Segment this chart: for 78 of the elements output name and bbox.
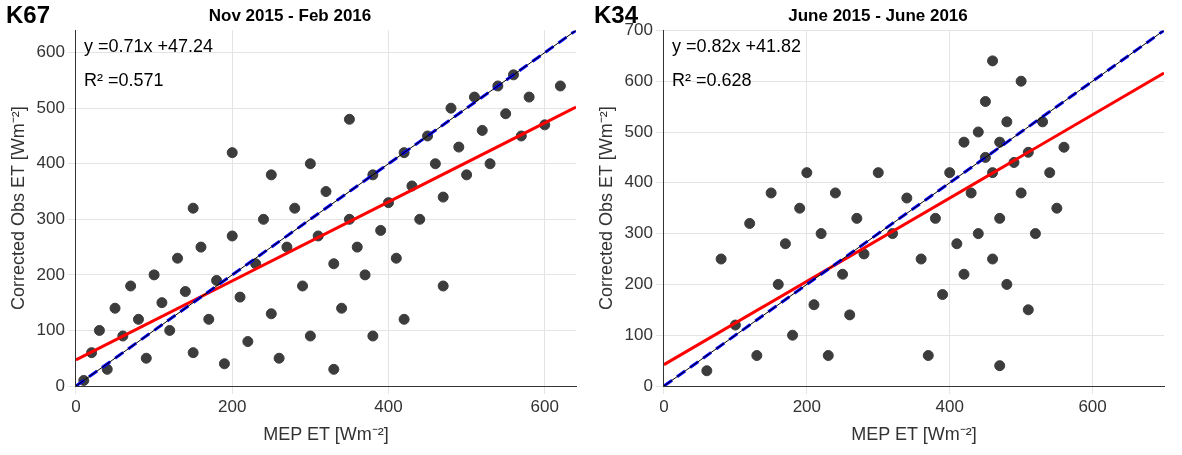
- point: [1015, 187, 1027, 199]
- y-tick-label: 600: [624, 70, 653, 90]
- point: [1051, 202, 1063, 214]
- point: [944, 167, 956, 179]
- y-tick-label: 200: [624, 274, 653, 294]
- y-tick-label: 100: [36, 320, 65, 340]
- text: K67: [6, 0, 51, 28]
- point: [972, 228, 984, 240]
- point: [901, 192, 913, 204]
- x-tick-label: 600: [530, 396, 559, 416]
- y-tick-label: 0: [643, 375, 653, 395]
- point: [787, 329, 799, 341]
- x-tick-label: 0: [659, 396, 669, 416]
- y-axis-title: Corrected Obs ET [Wm⁻²]: [7, 106, 28, 311]
- point: [772, 278, 784, 290]
- chart-title: June 2015 - June 2016: [788, 5, 968, 25]
- y-tick-label: 500: [624, 121, 653, 141]
- y-tick-label: 200: [36, 264, 65, 284]
- point: [872, 167, 884, 179]
- x-tick-label: 600: [1078, 396, 1107, 416]
- point: [1029, 228, 1041, 240]
- point: [829, 187, 841, 199]
- point: [837, 268, 849, 280]
- point: [915, 253, 927, 265]
- point: [1037, 116, 1049, 128]
- point: [1015, 75, 1027, 87]
- annotation: R² =0.571: [83, 70, 164, 91]
- point: [1044, 167, 1056, 179]
- y-axis-title: Corrected Obs ET [Wm⁻²]: [595, 106, 616, 311]
- point: [979, 96, 991, 108]
- point: [851, 212, 863, 224]
- y-tick-label: 400: [36, 153, 65, 173]
- point: [808, 299, 820, 311]
- point: [715, 253, 727, 265]
- point: [751, 350, 763, 362]
- point: [922, 350, 934, 362]
- x-tick-label: 400: [935, 396, 964, 416]
- point: [1001, 278, 1013, 290]
- point: [701, 365, 713, 377]
- point: [794, 202, 806, 214]
- y-tick-label: 300: [36, 209, 65, 228]
- point: [765, 187, 777, 199]
- y-tick-label: 100: [624, 324, 653, 344]
- y-tick-label: 600: [36, 42, 65, 62]
- point: [779, 238, 791, 250]
- point: [994, 212, 1006, 224]
- point: [994, 360, 1006, 372]
- point: [1058, 141, 1070, 153]
- point: [744, 217, 756, 229]
- point: [815, 228, 827, 240]
- y-tick-label: 300: [624, 223, 653, 243]
- point: [822, 350, 834, 362]
- point: [937, 289, 949, 301]
- point: [929, 212, 941, 224]
- point: [951, 238, 963, 250]
- annotation: y =0.82x +41.82: [671, 36, 802, 57]
- x-tick-label: 200: [792, 396, 822, 416]
- y-tick-label: 400: [624, 172, 653, 192]
- annotation: y =0.71x +47.24: [83, 36, 214, 57]
- point: [987, 253, 999, 265]
- x-tick-label: 400: [374, 396, 403, 416]
- point: [844, 309, 856, 321]
- y-tick-label: 500: [36, 97, 65, 117]
- x-tick-label: 200: [218, 396, 247, 416]
- point: [958, 268, 970, 280]
- point: [965, 187, 977, 199]
- annotation: R² =0.628: [671, 70, 752, 91]
- point: [958, 136, 970, 148]
- point: [987, 55, 999, 67]
- x-axis-title: MEP ET [Wm⁻²]: [263, 424, 389, 445]
- x-axis-title: MEP ET [Wm⁻²]: [851, 424, 977, 445]
- point: [972, 126, 984, 138]
- point: [1001, 116, 1013, 128]
- chart-title: Nov 2015 - Feb 2016: [208, 5, 372, 25]
- x-tick-label: 0: [71, 396, 81, 416]
- point: [1022, 304, 1034, 316]
- y-tick-label: 0: [55, 375, 65, 395]
- point: [801, 167, 813, 179]
